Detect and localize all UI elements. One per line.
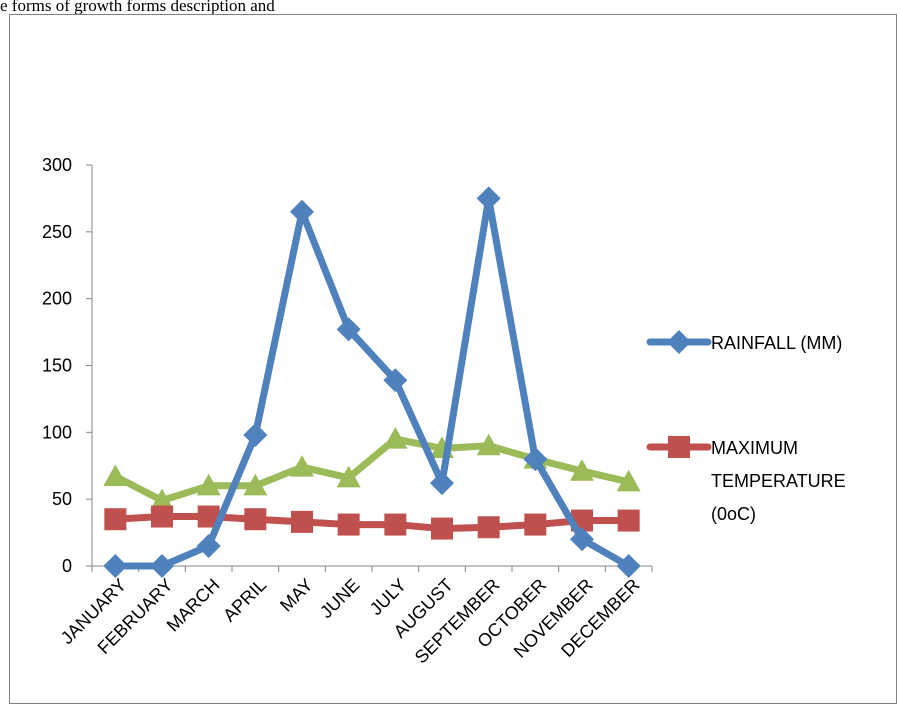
data-point-diamond (616, 554, 641, 578)
data-point-triangle (290, 455, 314, 477)
series-line-diamond (111, 194, 633, 570)
x-tick-label: JULY (366, 575, 410, 619)
data-point-diamond (430, 471, 454, 496)
chart-frame (9, 14, 897, 704)
data-point-square (431, 517, 453, 540)
x-tick-label: APRIL (219, 575, 270, 626)
y-tick-label: 150 (42, 356, 72, 376)
data-point-triangle (150, 488, 174, 511)
data-point-diamond (523, 447, 548, 472)
data-point-square (337, 513, 360, 536)
data-point-square (384, 513, 407, 536)
data-point-triangle (103, 464, 128, 487)
x-tick-label: JUNE (316, 575, 363, 622)
x-tick-label: MAY (276, 575, 317, 616)
page-top-text: e forms of growth forms description and (0, 0, 275, 15)
data-point-square (244, 508, 267, 531)
legend-label: (0oC) (711, 504, 756, 524)
data-point-square (151, 505, 173, 528)
legend-marker-square (668, 436, 690, 458)
data-point-triangle (616, 469, 641, 492)
data-point-diamond (290, 199, 314, 224)
y-tick-label: 300 (42, 155, 72, 175)
data-point-diamond (196, 533, 221, 558)
data-point-triangle (570, 459, 594, 481)
y-tick-label: 50 (52, 489, 72, 509)
data-point-triangle (243, 473, 268, 496)
data-point-diamond (150, 554, 174, 578)
y-tick-label: 200 (42, 289, 72, 309)
data-point-diamond (476, 186, 501, 211)
legend-label: MAXIMUM (711, 438, 798, 458)
legend-label: RAINFALL (MM) (711, 333, 842, 353)
data-point-square (104, 508, 127, 531)
y-tick-label: 250 (42, 222, 72, 242)
data-point-diamond (243, 423, 268, 448)
series-line-square (111, 513, 633, 533)
data-point-triangle (196, 473, 221, 496)
data-point-triangle (383, 427, 408, 449)
legend-label: TEMPERATURE (711, 471, 846, 491)
data-point-diamond (336, 317, 361, 342)
data-point-triangle (336, 465, 361, 488)
data-point-diamond (103, 554, 128, 578)
data-point-square (197, 505, 220, 528)
data-point-square (477, 516, 500, 539)
legend-marker-diamond (667, 330, 691, 354)
data-point-square (617, 509, 640, 532)
y-tick-label: 0 (62, 556, 72, 576)
y-tick-label: 100 (42, 422, 72, 442)
data-point-square (291, 510, 313, 533)
data-point-triangle (476, 433, 501, 456)
data-point-diamond (383, 368, 408, 393)
data-point-diamond (570, 527, 594, 552)
data-point-square (524, 513, 547, 536)
